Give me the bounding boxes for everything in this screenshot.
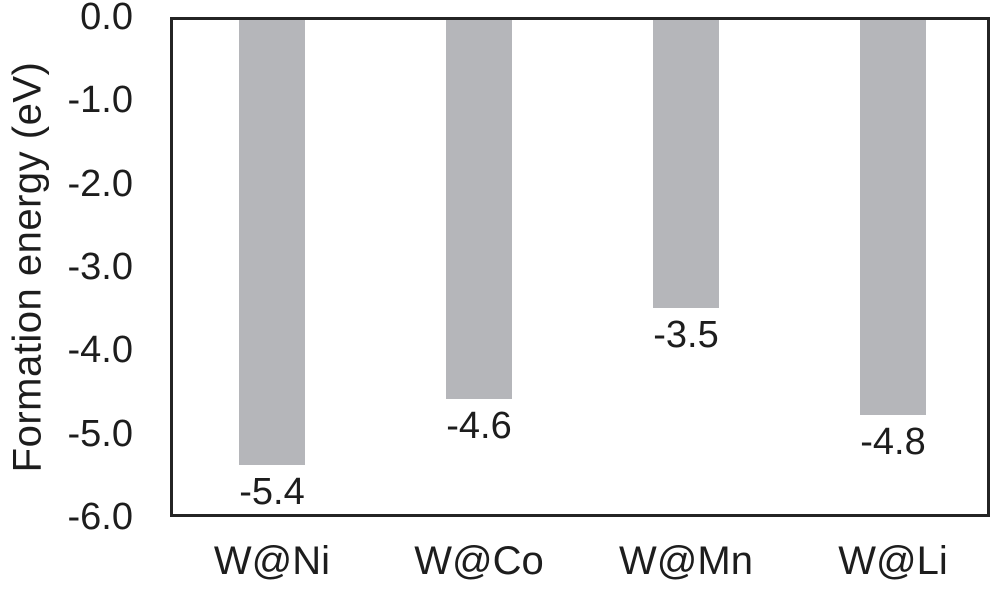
bar-W@Ni [239,20,305,465]
category-label-W@Li: W@Li [838,539,948,583]
bar-value-label: -4.6 [446,404,512,447]
y-tick-label: -5.0 [67,412,133,455]
plot-area: -5.4 -4.6 -3.5 -4.8 [170,17,990,517]
y-tick-label: -2.0 [67,162,133,205]
y-tick-label: -1.0 [67,79,133,122]
category-label-W@Mn: W@Mn [619,539,753,583]
category-label-W@Ni: W@Ni [213,539,331,583]
y-axis-tick-labels: 0.0 -1.0 -2.0 -3.0 -4.0 -5.0 -6.0 [0,0,133,593]
y-tick-label: -4.0 [67,329,133,372]
bar-W@Co [446,20,512,399]
y-tick-label: -6.0 [67,496,133,538]
y-tick-label: -3.0 [67,246,133,288]
bar-value-label: -4.8 [860,421,926,464]
bar-value-label: -5.4 [239,470,305,513]
bar-value-label: -3.5 [653,314,719,357]
category-label-W@Co: W@Co [414,539,544,583]
bar-W@Mn [653,20,719,309]
bar-W@Li [860,20,926,416]
y-tick-label: 0.0 [80,0,133,38]
